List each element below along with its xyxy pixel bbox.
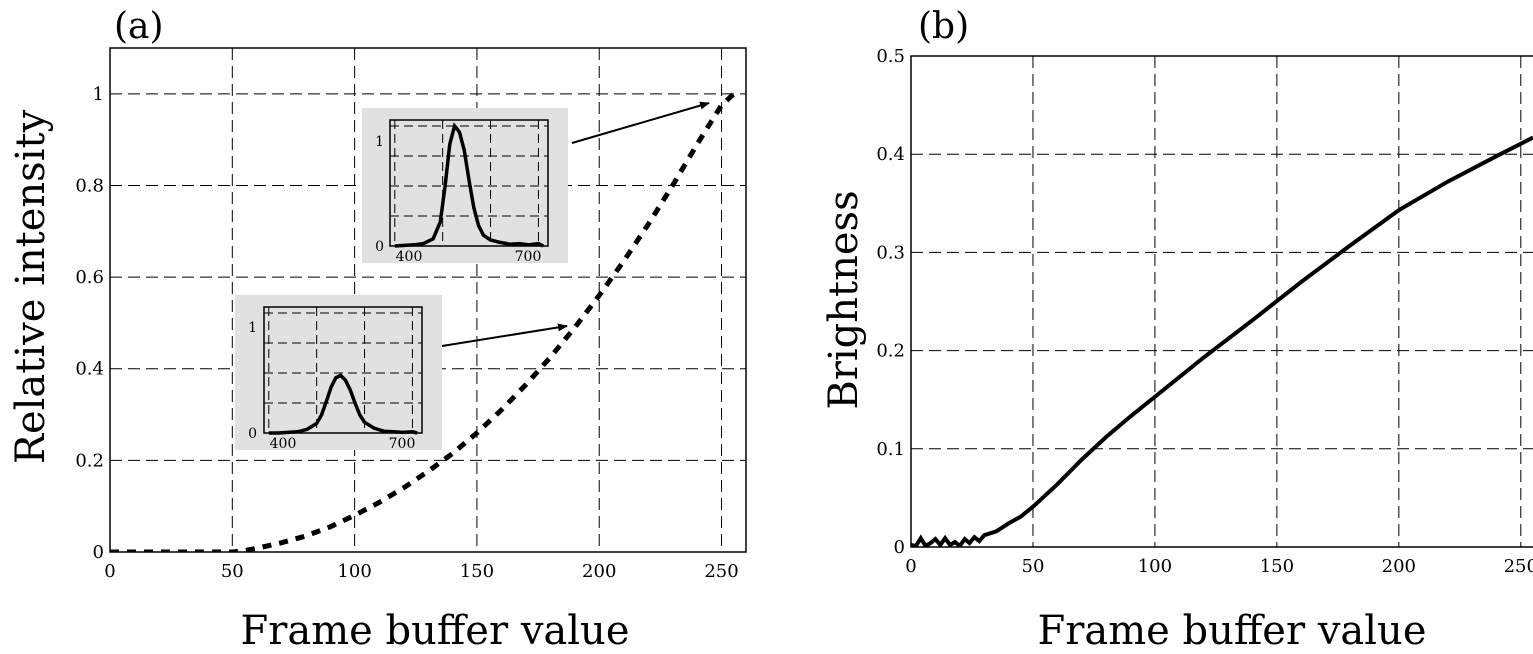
- panel-a-frame: [109, 47, 747, 553]
- panel-b-y-axis-label: Brightness: [821, 190, 867, 409]
- inset-lower-spectrum-line: [268, 373, 418, 435]
- panel-b-frame: [910, 55, 1533, 548]
- inset-lower-x-tick-400: 400: [270, 436, 297, 452]
- inset-lower-gridlines: [264, 307, 422, 433]
- inset-lower-x-tick-700: 700: [389, 436, 416, 452]
- panel-a-y-tick-label: 0.6: [75, 267, 104, 288]
- panel-b-x-tick-label: 50: [1022, 556, 1045, 577]
- panel-b-x-tick-label: 250: [1504, 556, 1533, 577]
- panel-a-x-tick-label: 0: [104, 561, 115, 582]
- panel-b-x-ticks: 0 50 100 150 200 250: [905, 556, 1533, 577]
- panel-b-x-tick-label: 200: [1382, 556, 1416, 577]
- panel-a-intensity-line: [110, 91, 736, 552]
- panel-b-y-tick-label: 0.1: [876, 439, 905, 460]
- panel-a-x-tick-label: 100: [337, 561, 371, 582]
- inset-upper-x-tick-700: 700: [515, 249, 542, 265]
- panel-a-y-ticks: 0 0.2 0.4 0.6 0.8 1: [75, 84, 104, 563]
- inset-upper-y-tick-1: 1: [375, 134, 384, 150]
- panel-b-y-tick-label: 0.3: [876, 242, 905, 263]
- panel-a-y-tick-label: 0.8: [75, 175, 104, 196]
- panel-a-y-tick-label: 0.4: [75, 359, 104, 380]
- panel-b-y-tick-label: 0.5: [876, 46, 905, 67]
- panel-b-brightness-line: [911, 135, 1533, 547]
- panel-a-label: (a): [114, 6, 164, 47]
- inset-lower-y-tick-1: 1: [248, 320, 257, 336]
- panel-b-y-tick-label: 0: [894, 537, 905, 558]
- inset-lower-arrow: [441, 323, 568, 347]
- panel-b-x-tick-label: 150: [1260, 556, 1294, 577]
- panel-b-y-tick-label: 0.4: [876, 144, 905, 165]
- inset-upper-y-tick-0: 0: [375, 239, 384, 255]
- panel-b-x-axis-label: Frame buffer value: [1037, 608, 1426, 654]
- panel-a: (a) 0 50 100 150 200 250 00.20.40.60.81 Frame…: [8, 6, 747, 654]
- inset-lower-y-tick-0: 0: [248, 426, 257, 442]
- inset-lower-frame: [263, 306, 423, 434]
- panel-b: (b) 0 50 100 150 200 250 0 0.1 0.2 0.3 0.4 0.5 Fra…: [821, 6, 1533, 654]
- inset-upper-frame: [389, 119, 549, 247]
- panel-a-x-axis-label: Frame buffer value: [240, 608, 629, 654]
- panel-a-y-tick-label: 0: [93, 542, 104, 563]
- panel-a-x-tick-label: 200: [582, 561, 616, 582]
- panel-a-y-axis-label: Relative intensity: [8, 109, 54, 464]
- panel-b-label: (b): [918, 6, 969, 47]
- panel-b-gridlines: [911, 56, 1533, 547]
- inset-upper-gridlines: [390, 120, 548, 246]
- panel-a-y-tick-label: 1: [93, 84, 104, 105]
- panel-a-y-tick-label: 0.2: [75, 450, 104, 471]
- panel-b-y-ticks: 0 0.1 0.2 0.3 0.4 0.5: [876, 46, 905, 558]
- inset-upper-arrow: [571, 101, 710, 144]
- panel-a-x-tick-label: 50: [221, 561, 244, 582]
- panel-b-y-tick-label: 0.2: [876, 341, 905, 362]
- panel-a-x-ticks: 0 50 100 150 200 250: [104, 561, 738, 582]
- panel-a-inset-upper: 0 1 400 700: [362, 101, 710, 265]
- panel-a-x-tick-label: 250: [704, 561, 738, 582]
- panel-a-inset-lower: 0 1 400 700: [235, 295, 568, 452]
- panel-b-x-tick-label: 100: [1138, 556, 1172, 577]
- inset-upper-spectrum-line: [394, 122, 544, 248]
- inset-upper-x-tick-400: 400: [396, 249, 423, 265]
- panel-b-x-tick-label: 0: [905, 556, 916, 577]
- panel-a-x-tick-label: 150: [460, 561, 494, 582]
